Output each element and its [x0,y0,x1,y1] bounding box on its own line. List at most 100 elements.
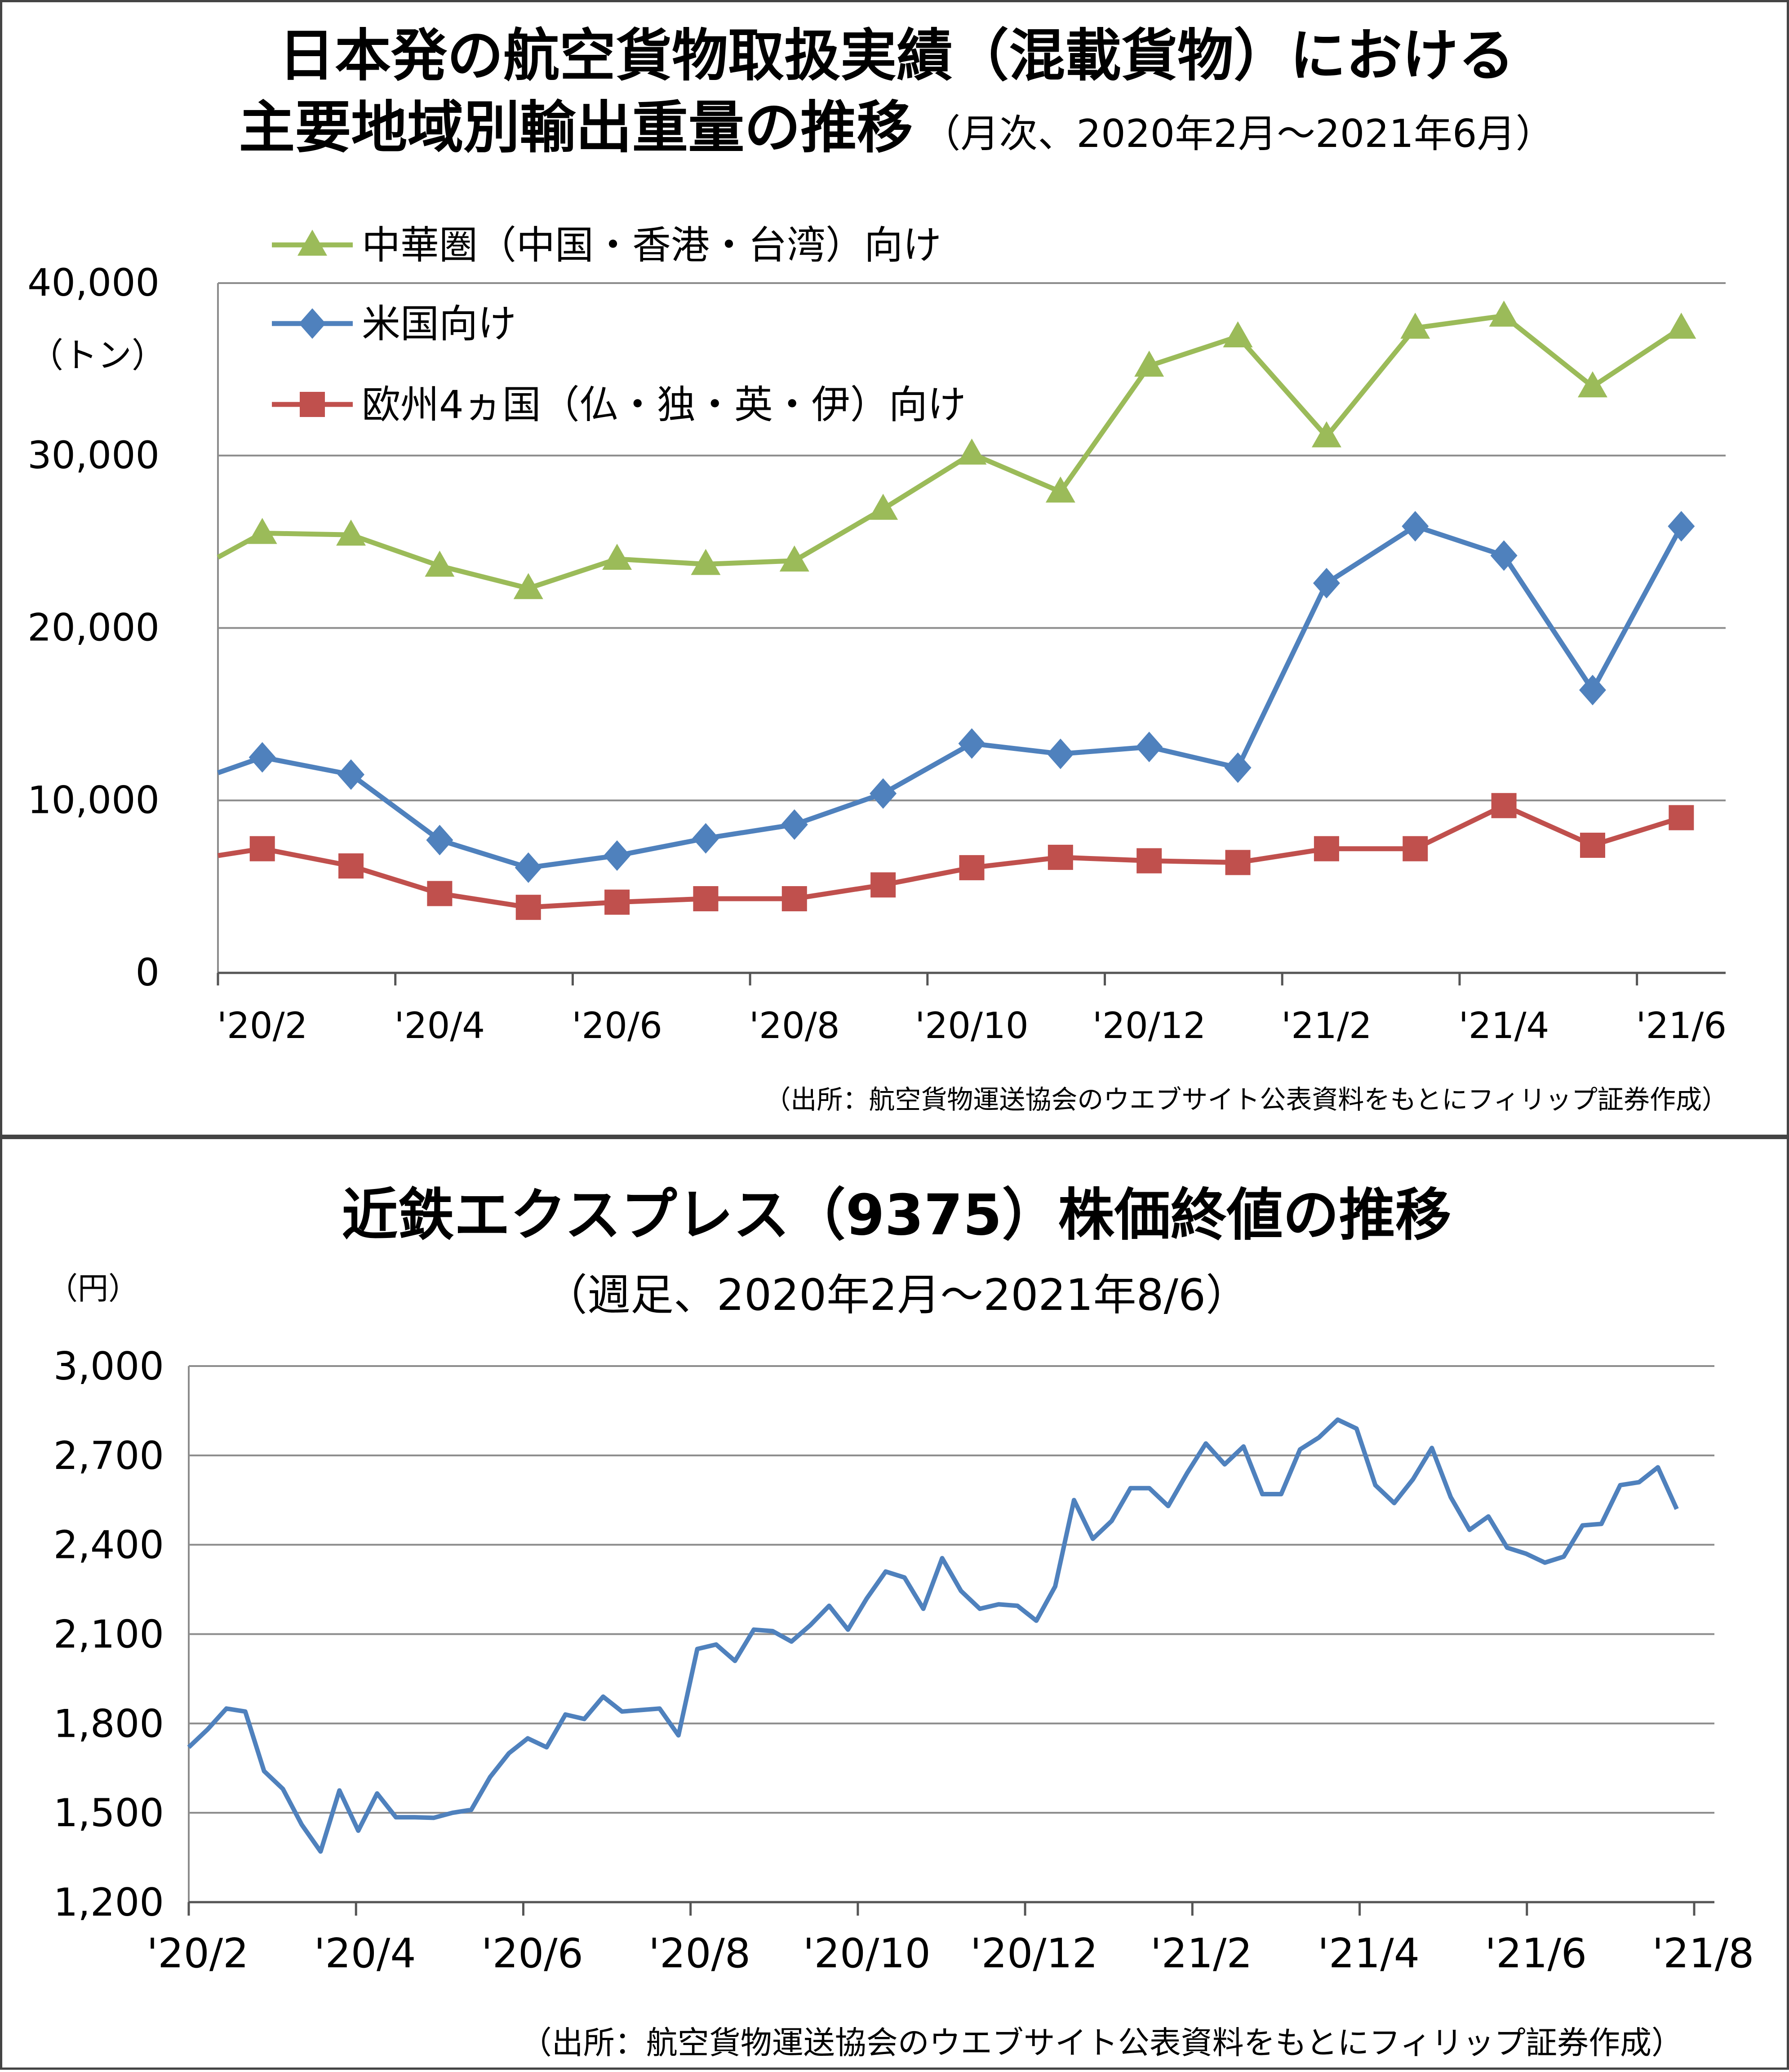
stock-chart-panel: 近鉄エクスプレス（9375）株価終値の推移 （週足、2020年2月～2021年8… [0,1137,1789,2070]
chart1-series-0-point [1311,421,1341,448]
chart1-series-2-point [870,872,896,898]
chart2-gridlines [188,1365,1714,1902]
chart2-x-tick-label: '21/6 [1485,1930,1587,1977]
chart1-legend-marker-2 [300,392,325,417]
chart1-series-0-point [1666,312,1696,339]
chart1-legend-marker-0 [297,230,327,256]
chart1-series-0-point [247,518,277,544]
chart1-series-2-point [515,895,541,920]
chart2-y-unit: （円） [47,1271,139,1307]
chart1-series-0-point [1223,321,1253,347]
chart1-series-1-point [337,759,365,790]
chart2-x-tick-label: '20/10 [803,1930,931,1977]
chart2-y-tick-label: 1,800 [53,1701,164,1746]
chart1-x-tick-label: '21/6 [1636,1005,1727,1047]
chart1-series-2-point [1225,850,1251,875]
chart1-series-line-0 [217,313,1683,591]
chart1-series-line-1 [217,524,1684,870]
chart1-legend-marker-1 [299,308,326,339]
chart1-x-tick-label: '20/2 [217,1005,308,1047]
chart2-title: 近鉄エクスプレス（9375）株価終値の推移 [342,1183,1451,1248]
chart1-series-1-point [249,742,276,773]
chart1-source-note: （出所：航空貨物運送協会のウエブサイト公表資料をもとにフィリップ証券作成） [764,1084,1728,1115]
chart1-series-0-point [868,493,898,520]
chart1-x-tick-label: '20/8 [749,1005,840,1047]
chart1-series-2-point [338,853,364,879]
chart1-series-2-point [1314,836,1339,861]
chart1-series-2-point [1669,805,1694,830]
chart1-series-1-point [515,852,542,883]
chart2-x-tick-label: '20/8 [648,1930,750,1977]
chart1-series-0-point [779,545,809,572]
chart1-series-0-point [602,544,632,570]
chart1-y-tick-label: 40,000 [27,261,160,305]
chart1-series-1-point [1402,511,1429,542]
chart1-series-1-point [1047,738,1074,769]
chart2-subtitle: （週足、2020年2月～2021年8/6） [544,1270,1249,1320]
chart1-series-0-point [1045,476,1075,503]
chart1-x-axis: '20/2 '20/4 '20/6 '20/8 '20/10 '20/12 '21/2 '21… [217,972,1727,1047]
chart1-y-tick-label: 0 [136,950,160,994]
chart1-series-0-point [425,550,455,577]
chart1-y-unit: （トン） [29,335,166,375]
stock-price-chart: 近鉄エクスプレス（9375）株価終値の推移 （週足、2020年2月～2021年8… [47,1183,1754,2061]
chart1-series-1-point [1136,732,1163,763]
chart2-x-axis: '20/2 '20/4 '20/6 '20/8 '20/10 '20/12 '21/2 '21… [147,1901,1754,1977]
chart1-series-line-2 [218,803,1682,910]
chart1-series-2-point [1580,833,1605,858]
chart1-series-0-point [957,438,987,465]
chart1-y-axis: 0 10,000 20,000 30,000 40,000 [27,261,160,994]
chart1-series-0-point [1577,371,1607,398]
chart2-source-note: （出所：航空貨物運送協会のウエブサイト公表資料をもとにフィリップ証券作成） [520,2024,1683,2061]
chart1-series-1-point [1579,674,1606,705]
chart1-series-1-point [426,825,453,856]
chart2-y-tick-label: 2,700 [53,1433,164,1478]
chart2-y-tick-label: 3,000 [53,1344,164,1389]
chart1-series [217,300,1696,920]
chart1-x-tick-label: '20/10 [915,1005,1029,1047]
chart1-series-2-point [1491,793,1517,818]
chart2-x-tick-label: '20/12 [970,1930,1098,1977]
chart1-series-1-point [1490,540,1518,571]
chart2-y-tick-label: 2,100 [53,1612,164,1657]
chart1-series-1-point [1313,568,1340,599]
chart1-series-0-point [691,549,721,575]
chart2-y-tick-label: 1,500 [53,1791,164,1836]
chart2-series [187,1417,1679,1854]
chart1-series-0-point [1489,300,1519,327]
chart1-series-2-point [1048,844,1073,870]
chart1-series-1-point [1668,511,1695,542]
chart1-legend-label-0: 中華圏（中国・香港・台湾）向け [362,223,941,268]
chart1-series-2-point [604,889,630,915]
chart1-legend-label-2: 欧州4ヵ国（仏・独・英・伊）向け [362,382,966,427]
chart2-x-tick-label: '20/2 [147,1930,249,1977]
chart1-series-2-point [249,836,275,861]
chart1-series-0-point [513,573,543,599]
chart2-x-tick-label: '21/4 [1318,1930,1420,1977]
chart1-series-1-point [692,823,719,854]
chart2-price-line [187,1417,1679,1854]
chart1-x-tick-label: '21/4 [1459,1005,1549,1047]
chart1-series-0-point [1134,351,1164,377]
chart1-title-line2: 主要地域別輸出重量の推移 [239,95,913,160]
chart2-y-tick-label: 1,200 [53,1880,164,1925]
chart1-series-2-point [781,886,807,911]
chart1-title: 日本発の航空貨物取扱実績（混載貨物）における [279,23,1514,89]
chart1-series-1-point [870,778,897,809]
chart1-x-tick-label: '20/12 [1092,1005,1206,1047]
chart1-subtitle: （月次、2020年2月～2021年6月） [922,111,1554,156]
chart2-y-tick-label: 2,400 [53,1523,164,1568]
chart1-x-tick-label: '20/4 [395,1005,485,1047]
chart2-x-tick-label: '20/6 [481,1930,583,1977]
chart1-x-tick-label: '21/2 [1281,1005,1372,1047]
cargo-export-chart: 日本発の航空貨物取扱実績（混載貨物）における 主要地域別輸出重量の推移 （月次、… [27,23,1728,1115]
chart1-series-0-point [336,519,366,546]
chart2-y-axis: 1,200 1,500 1,800 2,100 2,400 2,700 3,000 [53,1344,164,1925]
chart1-series-2-point [693,886,719,911]
chart1-series-2-point [959,855,985,880]
chart1-y-tick-label: 10,000 [27,778,160,822]
chart2-x-tick-label: '20/4 [314,1930,416,1977]
chart1-y-tick-label: 20,000 [27,606,160,650]
chart1-series-2-point [427,881,453,906]
